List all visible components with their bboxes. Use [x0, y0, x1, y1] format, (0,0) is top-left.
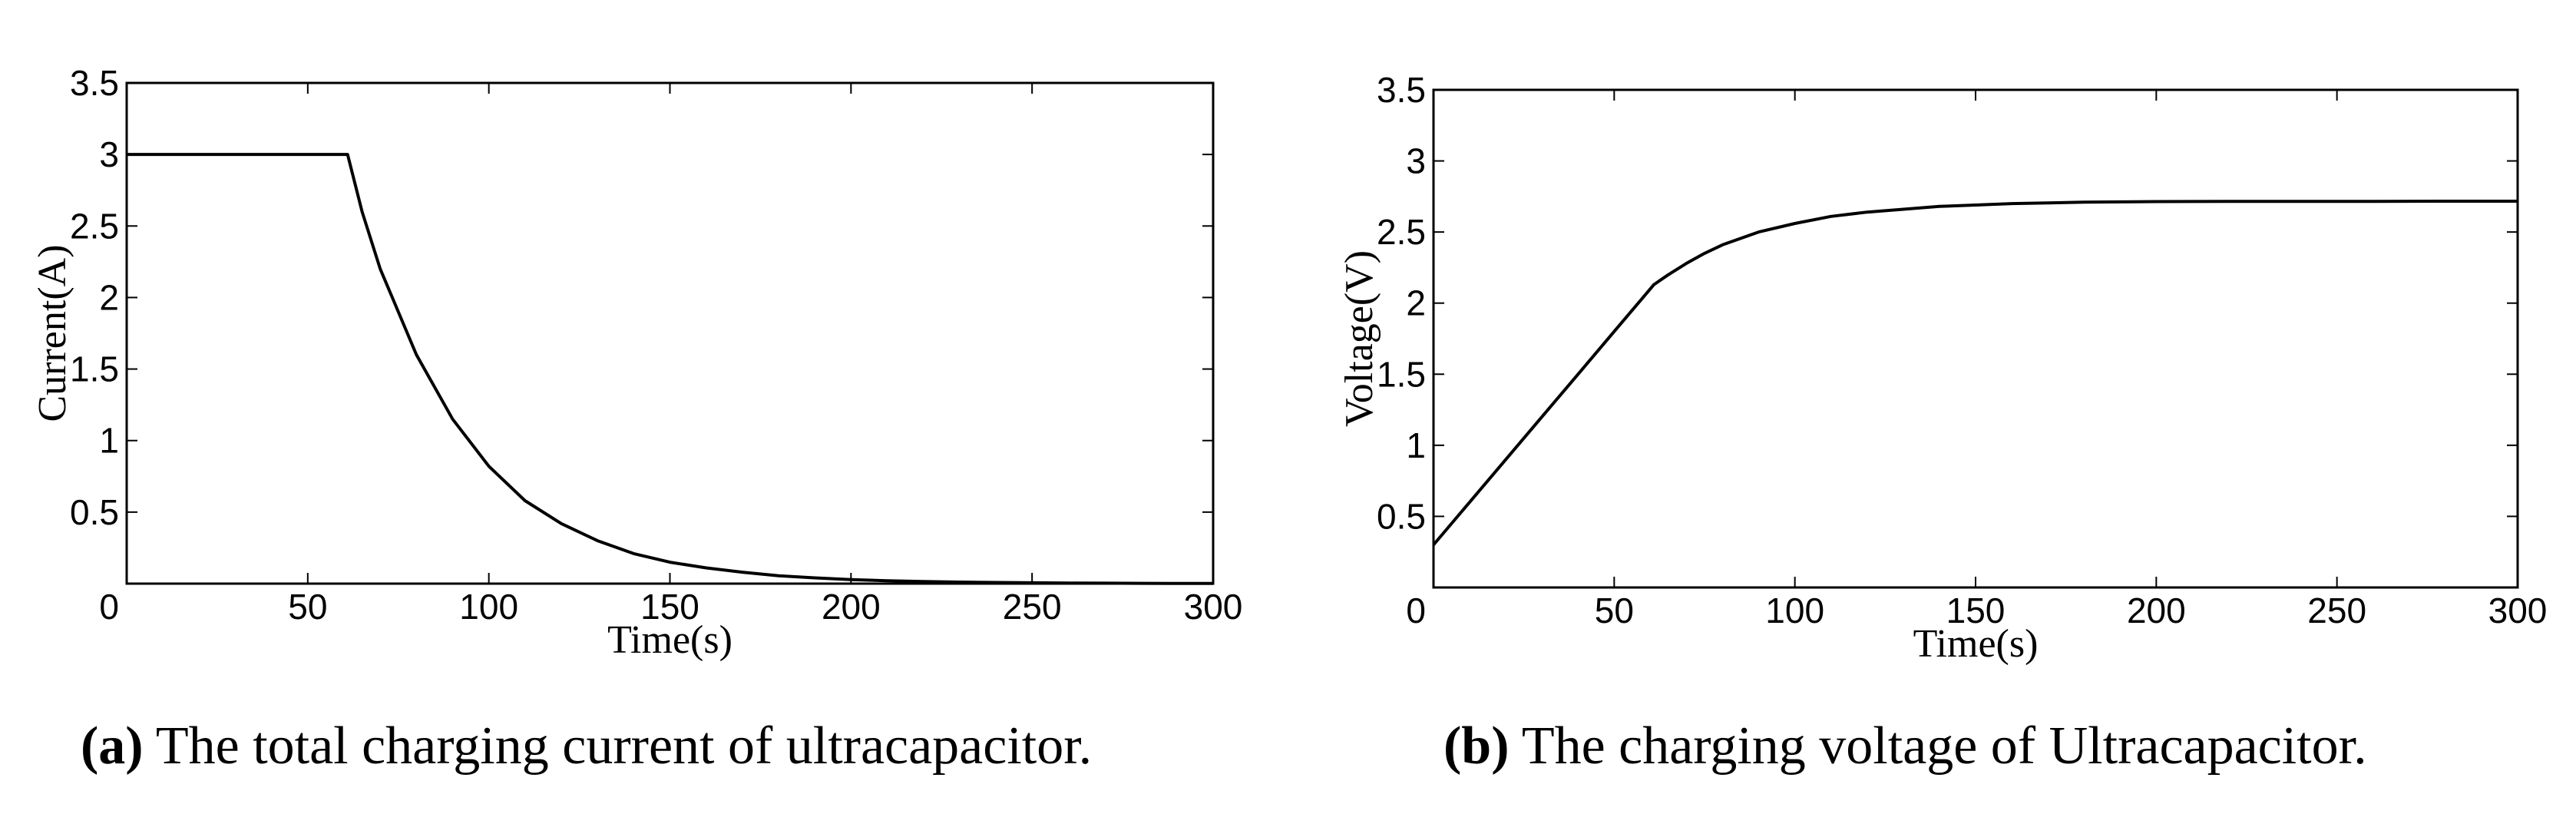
caption-a-text: The total charging current of ultracapac…	[155, 716, 1093, 776]
caption-b-text: The charging voltage of Ultracapacitor.	[1521, 716, 2367, 776]
x-tick-label: 150	[1946, 591, 2006, 630]
plot-frame	[1432, 88, 2519, 589]
y-tick-label: 2.5	[1377, 212, 1426, 252]
x-tick-label: 150	[640, 587, 699, 627]
y-tick-label: 2	[1406, 283, 1426, 323]
y-tick-label: 2.5	[70, 206, 119, 246]
x-tick-label: 200	[822, 587, 881, 627]
y-tick-label: 3	[99, 134, 119, 174]
voltage-chart: 0 50 100 150 200 250 300 0.5 1 1.5 2 2.5 3 3.5 Time(s)…	[1338, 70, 2548, 666]
chart-panel-voltage: 0 50 100 150 200 250 300 0.5 1 1.5 2 2.5 3 3.5 Time(s)…	[1313, 0, 2576, 814]
y-tick-label: 1	[99, 421, 119, 461]
y-tick-label: 2	[99, 277, 119, 317]
plot-frame	[125, 81, 1215, 585]
y-tick-label: 3.5	[70, 63, 119, 103]
y-tick-label: 0.5	[1377, 496, 1426, 536]
x-tick-label: 250	[2307, 591, 2366, 630]
x-axis-label: Time(s)	[607, 618, 732, 662]
y-axis-label: Current(A)	[31, 244, 74, 422]
y-tick-label: 1.5	[1377, 354, 1426, 394]
y-axis-label: Voltage(V)	[1338, 250, 1381, 427]
y-tick-label: 3.5	[1377, 70, 1426, 110]
x-tick-label: 0	[1406, 591, 1426, 630]
x-tick-label: 250	[1003, 587, 1062, 627]
x-tick-label: 300	[1184, 587, 1243, 627]
chart-panel-current: 0 50 100 150 200 250 300 0.5 1 1.5 2 2.5 3 3.5 Time(s)…	[0, 0, 1259, 814]
y-tick-label: 3	[1406, 141, 1426, 181]
caption-b: (b) The charging voltage of Ultracapacit…	[1443, 716, 2367, 777]
x-tick-label: 100	[1765, 591, 1824, 630]
x-tick-label: 100	[459, 587, 518, 627]
x-tick-label: 300	[2488, 591, 2548, 630]
caption-b-tag: (b)	[1443, 716, 1510, 776]
y-tick-label: 0.5	[70, 492, 119, 532]
x-tick-label: 200	[2127, 591, 2186, 630]
x-axis-label: Time(s)	[1913, 622, 2039, 666]
caption-a-tag: (a)	[81, 716, 144, 776]
current-chart: 0 50 100 150 200 250 300 0.5 1 1.5 2 2.5 3 3.5 Time(s)…	[31, 63, 1243, 662]
y-tick-label: 1.5	[70, 349, 119, 389]
caption-a: (a) The total charging current of ultrac…	[81, 716, 1092, 777]
y-tick-label: 1	[1406, 425, 1426, 465]
x-tick-label: 50	[288, 587, 327, 627]
series-line	[127, 153, 1213, 585]
x-tick-label: 0	[99, 587, 119, 627]
x-tick-label: 50	[1595, 591, 1634, 630]
series-line	[1432, 200, 2518, 546]
